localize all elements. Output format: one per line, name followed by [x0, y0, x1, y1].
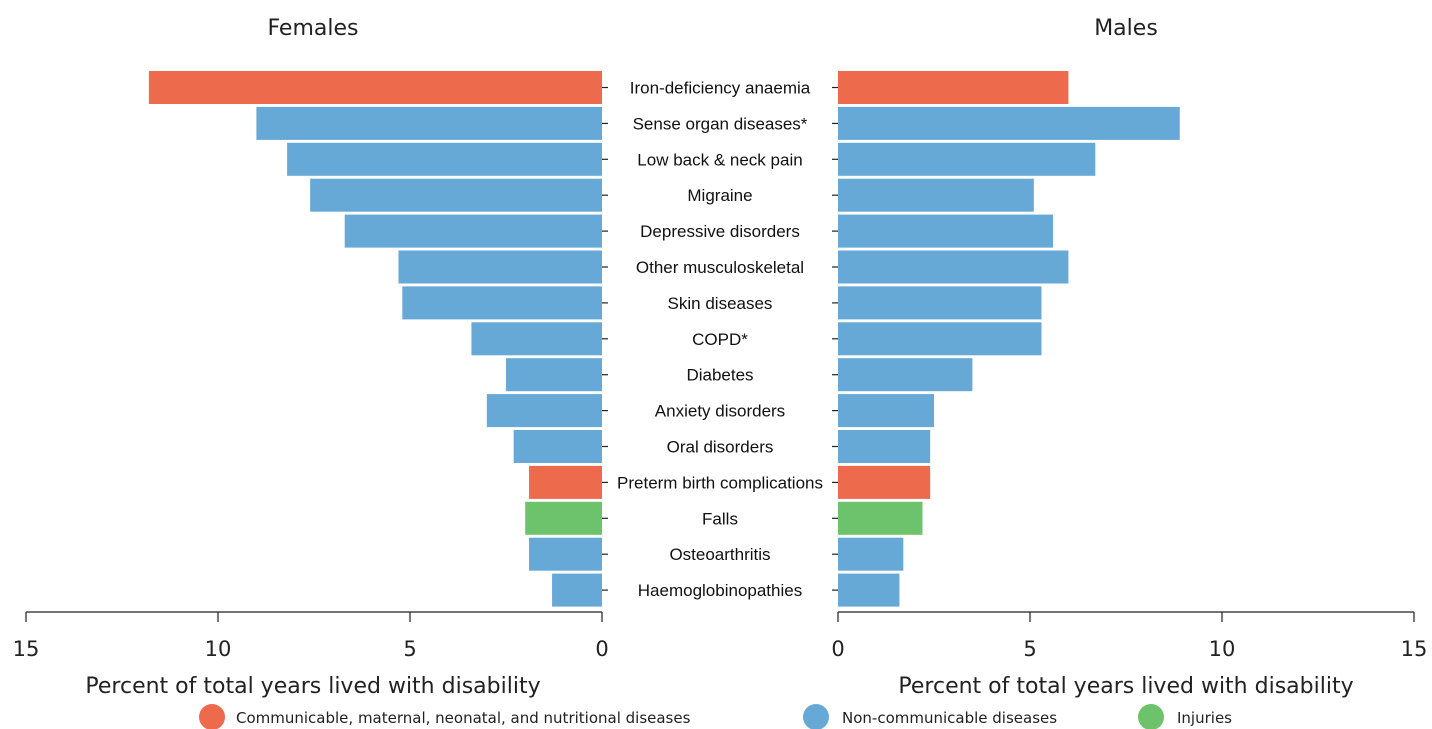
- bar-females-haemoglobinopathies: [552, 573, 602, 607]
- bar-females-anxiety-disorders: [486, 394, 602, 428]
- bar-females-copd: [471, 322, 602, 356]
- bar-females-osteoarthritis: [529, 537, 602, 571]
- bar-females-depressive-disorders: [344, 214, 602, 248]
- panel-title-males: Males: [1094, 16, 1158, 41]
- bar-females-sense-organ-diseases: [256, 106, 602, 140]
- bar-males-skin-diseases: [838, 286, 1042, 320]
- bar-males-other-musculoskeletal: [838, 250, 1069, 284]
- legend-swatch-non-communicable-diseases: [803, 704, 829, 729]
- category-label-preterm-birth-complications: Preterm birth complications: [617, 473, 823, 492]
- males-axis: 0 5 10 15: [831, 611, 1428, 661]
- males-tick-label-15: 15: [1401, 637, 1428, 661]
- females-tick-label-0: 0: [595, 637, 608, 661]
- category-label-anxiety-disorders: Anxiety disorders: [655, 402, 785, 421]
- category-label-haemoglobinopathies: Haemoglobinopathies: [638, 581, 802, 600]
- category-label-other-musculoskeletal: Other musculoskeletal: [636, 258, 804, 277]
- legend-label-communicable-maternal-neonatal-and-nutri: Communicable, maternal, neonatal, and nu…: [236, 709, 691, 727]
- legend-swatch-communicable-maternal-neonatal-and-nutri: [199, 704, 225, 729]
- category-label-falls: Falls: [702, 509, 738, 528]
- bar-females-skin-diseases: [402, 286, 602, 320]
- category-label-migraine: Migraine: [687, 186, 752, 205]
- males-tick-label-0: 0: [831, 637, 844, 661]
- bar-males-sense-organ-diseases: [838, 106, 1180, 140]
- legend-label-non-communicable-diseases: Non-communicable diseases: [842, 709, 1057, 727]
- bar-females-preterm-birth-complications: [529, 465, 602, 499]
- females-bars: [148, 71, 602, 607]
- bar-males-oral-disorders: [838, 430, 931, 463]
- males-bars: [838, 71, 1180, 607]
- females-tick-label-15: 15: [13, 637, 40, 661]
- category-label-osteoarthritis: Osteoarthritis: [669, 545, 770, 564]
- category-label-skin-diseases: Skin diseases: [668, 294, 773, 313]
- legend-swatch-injuries: [1138, 704, 1164, 729]
- bar-males-osteoarthritis: [838, 537, 904, 571]
- females-axis: 0 5 10 15: [13, 611, 609, 661]
- males-x-axis-label: Percent of total years lived with disabi…: [898, 674, 1353, 699]
- panel-title-females: Females: [267, 16, 358, 41]
- bar-females-iron-deficiency-anaemia: [148, 71, 602, 104]
- bar-males-iron-deficiency-anaemia: [838, 71, 1069, 104]
- females-x-axis-label: Percent of total years lived with disabi…: [85, 674, 540, 699]
- bar-females-other-musculoskeletal: [398, 250, 602, 284]
- category-labels: Iron-deficiency anaemia Sense organ disea…: [602, 79, 838, 600]
- bar-females-falls: [525, 501, 602, 535]
- category-label-sense-organ-diseases: Sense organ diseases*: [633, 114, 808, 133]
- females-tick-label-5: 5: [403, 637, 416, 661]
- bar-males-haemoglobinopathies: [838, 573, 900, 607]
- bar-females-migraine: [310, 178, 602, 212]
- bar-males-low-back-neck-pain: [838, 142, 1096, 176]
- category-label-depressive-disorders: Depressive disorders: [640, 222, 800, 241]
- bar-males-diabetes: [838, 358, 973, 392]
- bar-males-depressive-disorders: [838, 214, 1054, 248]
- bar-males-migraine: [838, 178, 1034, 212]
- category-label-low-back-neck-pain: Low back & neck pain: [637, 150, 802, 169]
- category-label-oral-disorders: Oral disorders: [667, 438, 774, 457]
- bar-females-low-back-neck-pain: [287, 142, 602, 176]
- legend: Communicable, maternal, neonatal, and nu…: [199, 704, 1232, 729]
- bar-males-anxiety-disorders: [838, 394, 934, 428]
- category-label-copd: COPD*: [692, 330, 748, 349]
- bar-males-copd: [838, 322, 1042, 356]
- legend-label-injuries: Injuries: [1177, 709, 1232, 727]
- males-tick-label-10: 10: [1209, 637, 1236, 661]
- bar-males-falls: [838, 501, 923, 535]
- males-tick-label-5: 5: [1023, 637, 1036, 661]
- category-label-diabetes: Diabetes: [686, 366, 753, 385]
- bar-females-oral-disorders: [513, 430, 602, 463]
- bar-females-diabetes: [506, 358, 602, 392]
- females-tick-label-10: 10: [205, 637, 232, 661]
- bar-males-preterm-birth-complications: [838, 465, 931, 499]
- category-label-iron-deficiency-anaemia: Iron-deficiency anaemia: [630, 79, 811, 98]
